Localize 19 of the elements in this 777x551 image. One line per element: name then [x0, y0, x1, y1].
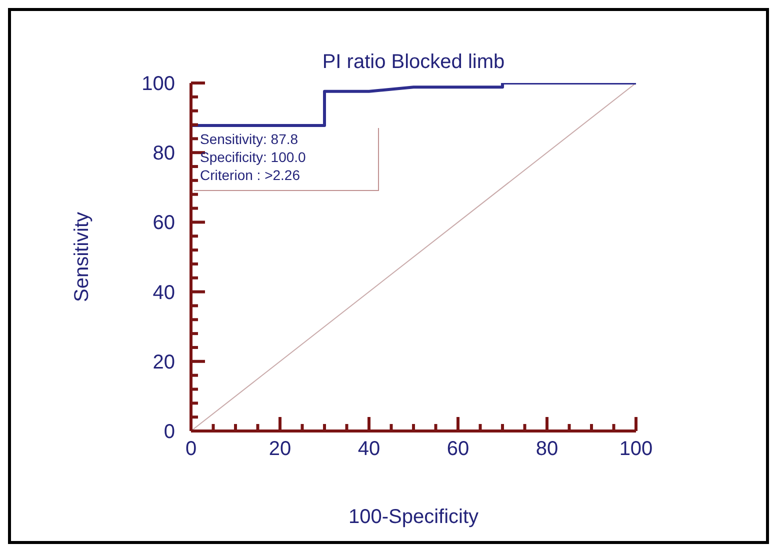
x-tick-label: 60 — [446, 438, 470, 460]
chart-title: PI ratio Blocked limb — [321, 51, 506, 74]
annotation: Specificity: 100.0 — [200, 148, 307, 166]
x-tick-label: 0 — [185, 438, 197, 460]
annotation: Sensitivity: 87.8 — [200, 130, 300, 148]
y-tick-label: 40 — [152, 282, 175, 304]
x-axis-title: 100-Specificity — [348, 506, 479, 528]
y-tick-label: 80 — [152, 142, 175, 165]
y-tick-label: 100 — [142, 73, 175, 95]
x-tick-label: 100 — [619, 438, 653, 460]
note-frame: Sensitivity: 87.8 Specificity: 100.0 Criterion : >2.26 — [194, 128, 379, 192]
y-axis-title: Sensitivity — [71, 212, 94, 302]
y-tick-label: 0 — [164, 421, 175, 443]
x-tick-label: 80 — [536, 438, 558, 460]
x-tick-label: 40 — [358, 438, 380, 460]
y-tick-label: 20 — [152, 351, 175, 374]
y-tick-label: 60 — [152, 212, 175, 234]
x-tick-label: 20 — [268, 438, 292, 460]
annotation: Criterion : >2.26 — [200, 166, 301, 184]
